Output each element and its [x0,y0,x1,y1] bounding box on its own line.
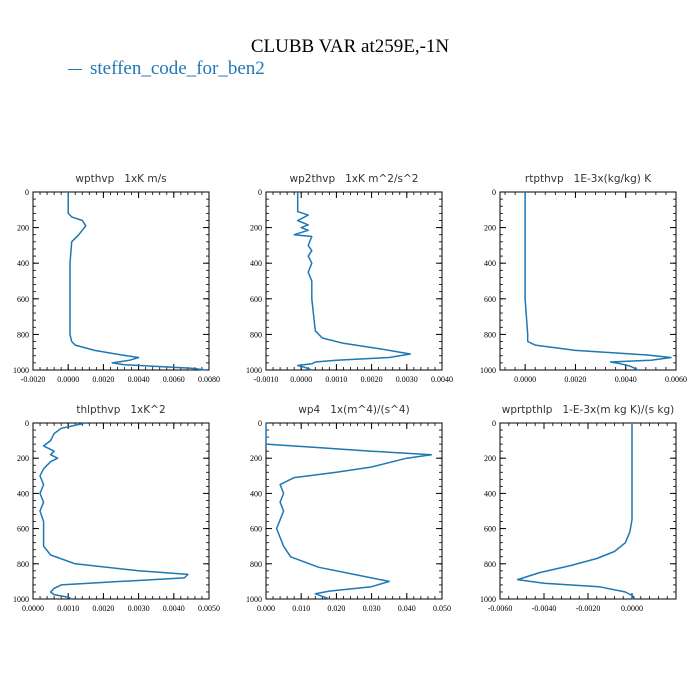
y-tick-label: 600 [484,295,496,304]
x-tick-label: -0.0060 [488,604,513,613]
panel-2: wp2thvp 1xK m^2/s^2 -0.0010 0.0000 0.0010 0.… [246,173,453,384]
y-tick-label: 200 [17,454,29,463]
series-line [39,422,189,600]
series-line [516,423,635,600]
y-tick-label: 200 [484,224,496,233]
plot-frame [265,422,443,600]
y-tick-label: 400 [250,259,262,268]
x-tick-label: 0.0060 [665,375,687,384]
x-tick-label: 0.0040 [128,375,150,384]
x-tick-label: 0.0000 [290,375,312,384]
panel-title: wprtpthlp 1-E-3x(m kg K)/(s kg) [502,404,675,416]
figure-title: CLUBB VAR at259E,-1N [250,36,450,57]
x-tick-label: 0.040 [398,604,416,613]
y-tick-label: 400 [484,259,496,268]
x-tick-label: -0.0040 [532,604,557,613]
panel-title: wpthvp 1xK m/s [75,173,166,185]
x-tick-label: 0.0000 [22,604,44,613]
y-tick-label: 1000 [480,366,496,375]
x-tick-label: 0.030 [363,604,381,613]
y-tick-label: 400 [250,489,262,498]
y-tick-label: 200 [17,224,29,233]
plot-frame [499,422,677,600]
panel-6: wprtpthlp 1-E-3x(m kg K)/(s kg) -0.0060 -0… [480,404,677,613]
y-tick-label: 400 [484,489,496,498]
y-tick-label: 1000 [246,595,262,604]
panel-1: wpthvp 1xK m/s -0.0020 0.0000 0.0020 0.0040 0… [13,173,220,384]
panel-4: thlpthvp 1xK^2 0.0000 0.0010 0.0020 0.0030 0.… [13,404,220,613]
plot-frame [265,191,443,371]
y-tick-label: 200 [250,224,262,233]
plot-frame [32,422,210,600]
y-tick-label: 600 [17,525,29,534]
x-tick-label: 0.000 [257,604,275,613]
x-tick-label: 0.0010 [57,604,79,613]
plot-frame [499,191,677,371]
y-tick-label: 800 [17,330,29,339]
legend-label: steffen_code_for_ben2 [90,58,265,79]
y-tick-label: 800 [17,560,29,569]
x-tick-label: 0.0030 [396,375,418,384]
y-tick-label: 0 [258,188,262,197]
y-tick-label: 1000 [480,595,496,604]
y-tick-label: 400 [17,259,29,268]
x-tick-label: 0.0020 [92,604,114,613]
x-tick-label: 0.0040 [431,375,453,384]
x-tick-label: 0.0000 [621,604,643,613]
x-tick-label: 0.0080 [198,375,220,384]
y-tick-label: 800 [484,560,496,569]
panel-title: thlpthvp 1xK^2 [76,404,165,416]
y-tick-label: 800 [484,330,496,339]
x-tick-label: -0.0020 [576,604,601,613]
y-tick-label: 0 [492,188,496,197]
y-tick-label: 800 [250,330,262,339]
series-line [293,192,412,371]
y-tick-label: 200 [484,454,496,463]
x-tick-label: 0.0040 [615,375,637,384]
panel-3: rtpthvp 1E-3x(kg/kg) K 0.0000 0.0020 0.0040… [480,173,687,384]
y-tick-label: 400 [17,489,29,498]
x-tick-label: 0.0050 [198,604,220,613]
x-tick-label: -0.0010 [254,375,279,384]
y-tick-label: 0 [258,419,262,428]
series-line [67,192,206,371]
y-tick-label: 1000 [13,595,29,604]
x-tick-label: 0.0020 [361,375,383,384]
x-tick-label: 0.0000 [57,375,79,384]
series-line [265,423,433,600]
x-tick-label: 0.0060 [163,375,185,384]
y-tick-label: 600 [250,295,262,304]
x-tick-label: 0.0030 [128,604,150,613]
legend: steffen_code_for_ben2 [68,58,265,80]
legend-swatch [68,69,82,71]
panel-title: rtpthvp 1E-3x(kg/kg) K [525,173,652,185]
x-tick-label: 0.0020 [92,375,114,384]
y-tick-label: 0 [492,419,496,428]
y-tick-label: 200 [250,454,262,463]
plot-frame [32,191,210,371]
x-tick-label: 0.0010 [325,375,347,384]
panel-title: wp2thvp 1xK m^2/s^2 [290,173,419,185]
y-tick-label: 0 [25,188,29,197]
y-tick-label: 0 [25,419,29,428]
y-tick-label: 600 [250,525,262,534]
y-tick-label: 600 [17,295,29,304]
x-tick-label: -0.0020 [21,375,46,384]
y-tick-label: 1000 [246,366,262,375]
panel-title: wp4 1x(m^4)/(s^4) [298,404,409,416]
x-tick-label: 0.0020 [564,375,586,384]
panel-5: wp4 1x(m^4)/(s^4) 0.000 0.010 0.020 0.030 0.0… [246,404,451,613]
x-tick-label: 0.050 [433,604,451,613]
y-tick-label: 1000 [13,366,29,375]
y-tick-label: 600 [484,525,496,534]
x-tick-label: 0.0000 [514,375,536,384]
x-tick-label: 0.0040 [163,604,185,613]
x-tick-label: 0.020 [327,604,345,613]
series-line [524,192,672,371]
y-tick-label: 800 [250,560,262,569]
x-tick-label: 0.010 [292,604,310,613]
